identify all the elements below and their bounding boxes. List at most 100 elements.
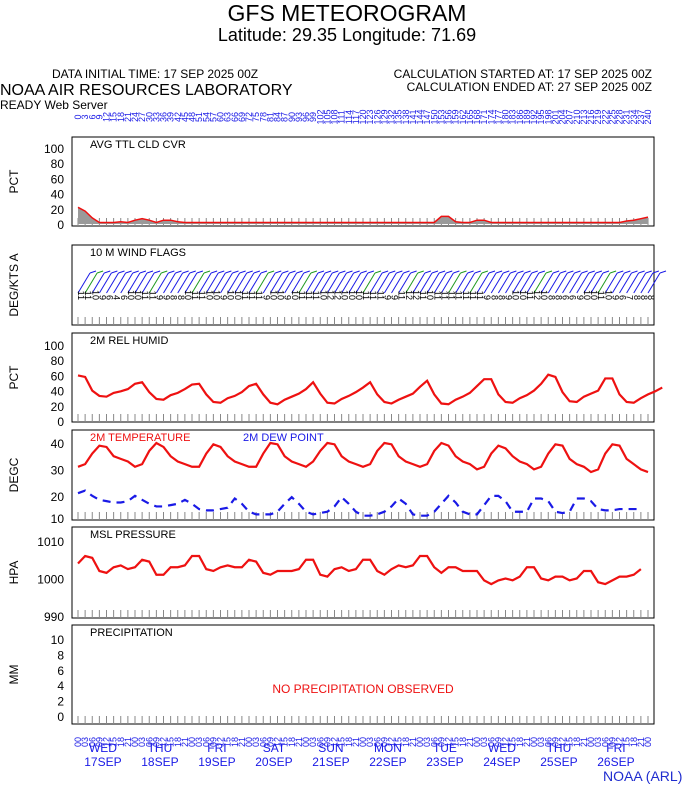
forecast-hour-label: 105 bbox=[322, 109, 332, 124]
panel-title: MSL PRESSURE bbox=[90, 529, 176, 541]
hour-label: 21 bbox=[237, 737, 247, 747]
wind-barb bbox=[469, 272, 483, 294]
wind-barb-flag bbox=[324, 270, 332, 274]
y-tick-label: 60 bbox=[51, 369, 65, 383]
forecast-hour-label: 33 bbox=[151, 112, 161, 122]
wind-barb-flag bbox=[602, 270, 610, 274]
wind-barb-flag bbox=[595, 270, 603, 274]
wind-barb bbox=[369, 272, 383, 294]
wind-speed-label: 11 bbox=[525, 291, 535, 300]
forecast-hour-label: 96 bbox=[301, 112, 311, 122]
legend-temperature: 2M TEMPERATURE bbox=[90, 432, 190, 444]
wind-barb bbox=[476, 272, 490, 294]
hour-label: 09 bbox=[436, 737, 446, 747]
location-subtitle: Latitude: 29.35 Longitude: 71.69 bbox=[217, 25, 477, 45]
forecast-hour-label: 198 bbox=[543, 109, 553, 124]
hour-label: 06 bbox=[429, 737, 439, 747]
y-axis-label: DEGC bbox=[7, 457, 21, 492]
wind-barb-flag bbox=[339, 270, 346, 274]
wind-barb-flag bbox=[560, 270, 567, 274]
hour-label: 18 bbox=[344, 737, 354, 747]
wind-barb bbox=[277, 272, 290, 294]
hour-label: 06 bbox=[600, 737, 610, 747]
forecast-hour-label: 135 bbox=[394, 109, 404, 124]
forecast-hour-label: 129 bbox=[379, 109, 389, 124]
series-line bbox=[77, 441, 649, 474]
wind-barb-flag bbox=[367, 270, 375, 274]
wind-barb-flag bbox=[645, 270, 652, 274]
wind-barb bbox=[505, 272, 518, 294]
wind-barb bbox=[163, 272, 176, 294]
forecast-hour-label: 165 bbox=[465, 109, 475, 124]
forecast-hour-label: 225 bbox=[607, 109, 617, 124]
forecast-hour-label: 90 bbox=[287, 112, 297, 122]
wind-barb-flag bbox=[232, 270, 239, 274]
wind-barb bbox=[284, 272, 298, 294]
wind-barb-flag bbox=[253, 270, 261, 274]
hour-label: 21 bbox=[351, 737, 361, 747]
forecast-hour-label: 60 bbox=[216, 112, 226, 122]
hour-label: 03 bbox=[593, 737, 603, 747]
wind-barb bbox=[269, 272, 283, 294]
date-label: 21SEP bbox=[312, 755, 349, 769]
forecast-hour-label: 153 bbox=[436, 109, 446, 124]
wind-speed-label: 11 bbox=[190, 291, 200, 300]
y-axis-label: DEG/KTS A bbox=[7, 253, 21, 316]
wind-barb-flag bbox=[410, 270, 417, 274]
wind-barb bbox=[611, 272, 625, 294]
hour-label: 15 bbox=[565, 737, 575, 747]
wind-barb-flag bbox=[260, 270, 268, 274]
wind-barb bbox=[554, 272, 568, 294]
wind-barb bbox=[633, 272, 647, 294]
hour-label: 09 bbox=[379, 737, 389, 747]
forecast-hour-label: 183 bbox=[508, 109, 518, 124]
hour-label: 18 bbox=[287, 737, 297, 747]
hour-label: 06 bbox=[87, 737, 97, 747]
hour-label: 00 bbox=[643, 737, 653, 747]
forecast-hour-label: 177 bbox=[493, 109, 503, 124]
hour-label: 21 bbox=[123, 737, 133, 747]
wind-barb bbox=[148, 272, 162, 294]
hour-label: 09 bbox=[493, 737, 503, 747]
wind-speed-label: 10 bbox=[347, 290, 357, 300]
hour-label: 03 bbox=[251, 737, 261, 747]
forecast-hour-label: 111 bbox=[337, 110, 347, 124]
server-name: READY Web Server bbox=[0, 98, 108, 112]
hour-label: 00 bbox=[244, 737, 254, 747]
wind-barb bbox=[305, 272, 319, 294]
wind-barb bbox=[113, 272, 127, 294]
wind-barb bbox=[262, 272, 276, 294]
y-tick-label: 100 bbox=[44, 339, 64, 353]
hour-label: 09 bbox=[265, 737, 275, 747]
wind-barb-flag bbox=[545, 270, 553, 274]
day-of-week-label: SAT bbox=[263, 741, 286, 755]
wind-speed-label: 6 bbox=[568, 295, 578, 300]
wind-speed-label: 8 bbox=[632, 295, 642, 300]
wind-barb-flag bbox=[467, 270, 474, 274]
wind-barb-flag bbox=[360, 270, 367, 274]
forecast-hour-label: 213 bbox=[579, 109, 589, 124]
hour-label: 21 bbox=[294, 737, 304, 747]
wind-barb-flag bbox=[246, 270, 253, 274]
forecast-hour-label: 150 bbox=[429, 109, 439, 124]
forecast-hour-label: 108 bbox=[330, 109, 340, 124]
day-of-week-label: MON bbox=[374, 741, 402, 755]
hour-label: 15 bbox=[508, 737, 518, 747]
forecast-hour-label: 162 bbox=[458, 109, 468, 124]
forecast-hour-label: 78 bbox=[258, 112, 268, 122]
wind-speed-label: 12 bbox=[411, 290, 421, 300]
forecast-hour-label: 189 bbox=[522, 109, 532, 124]
forecast-hour-label: 9 bbox=[94, 114, 104, 119]
y-axis-label: PCT bbox=[7, 365, 21, 390]
wind-barb bbox=[391, 272, 404, 294]
y-tick-label: 4 bbox=[57, 679, 64, 693]
wind-speed-label: 10 bbox=[511, 290, 521, 300]
hour-label: 15 bbox=[280, 737, 290, 747]
wind-barb bbox=[248, 272, 262, 294]
forecast-hour-label: 195 bbox=[536, 109, 546, 124]
y-tick-label: 100 bbox=[44, 142, 64, 156]
wind-barb bbox=[626, 272, 640, 294]
forecast-hour-label: 72 bbox=[244, 112, 254, 122]
wind-barb-flag bbox=[438, 270, 446, 274]
